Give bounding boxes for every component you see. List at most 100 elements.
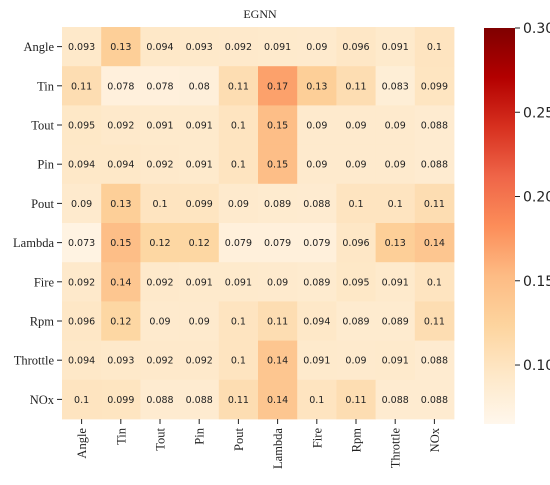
y-tick-label: Tin: [37, 79, 55, 93]
heatmap-cell-angle-nox: [414, 27, 455, 67]
heatmap-cell-throttle-nox: [414, 340, 455, 381]
cell-value-label: 0.15: [267, 121, 288, 132]
cell-value-label: 0.091: [146, 121, 173, 132]
cell-value-label: 0.094: [146, 42, 173, 53]
cell-value-label: 0.099: [107, 395, 134, 406]
x-tick-label: Tin: [114, 427, 128, 445]
heatmap-cell-lambda-tin: [101, 223, 141, 263]
heatmap-cell-angle-rpm: [336, 27, 376, 67]
cell-value-label: 0.15: [110, 238, 131, 249]
cell-value-label: 0.099: [421, 81, 448, 92]
cell-value-label: 0.096: [342, 42, 369, 53]
heatmap-cell-rpm-tin: [101, 301, 141, 341]
x-tick-label: Rpm: [350, 428, 364, 453]
colorbar-tick-label: 0.15: [523, 274, 550, 290]
heatmap-cell-fire-rpm: [336, 262, 376, 302]
heatmap-cell-rpm-nox: [414, 301, 455, 341]
cell-value-label: 0.12: [110, 317, 131, 328]
heatmap-cell-nox-angle: [62, 379, 102, 420]
y-tick-label: NOx: [30, 393, 55, 407]
cell-value-label: 0.089: [382, 317, 409, 328]
cell-value-label: 0.095: [68, 121, 95, 132]
y-tick-label: Tout: [31, 119, 54, 133]
cell-value-label: 0.079: [303, 238, 330, 249]
cell-value-label: 0.13: [110, 42, 131, 53]
heatmap-cell-pin-throttle: [375, 144, 416, 185]
heatmap-cell-nox-tout: [140, 379, 180, 420]
heatmap-cell-lambda-tout: [140, 223, 180, 263]
heatmap-cell-pout-throttle: [375, 183, 416, 224]
y-tick-label: Angle: [23, 40, 54, 54]
cell-value-label: 0.091: [186, 277, 213, 288]
heatmap-cell-tout-tin: [101, 105, 141, 145]
heatmap-cell-nox-fire: [297, 379, 337, 420]
cell-value-label: 0.1: [388, 199, 403, 210]
cell-value-label: 0.1: [427, 277, 442, 288]
heatmap-cell-tin-lambda: [258, 66, 298, 106]
heatmap-cell-tin-pin: [179, 66, 220, 106]
cell-value-label: 0.091: [186, 160, 213, 171]
heatmap-cell-throttle-lambda: [258, 340, 298, 381]
cell-value-label: 0.088: [303, 199, 330, 210]
cell-value-label: 0.09: [149, 317, 170, 328]
heatmap-cell-tout-angle: [62, 105, 102, 145]
cell-value-label: 0.091: [382, 277, 409, 288]
heatmap-cell-tin-tin: [101, 66, 141, 106]
heatmap-cell-rpm-pin: [179, 301, 220, 341]
cell-value-label: 0.1: [152, 199, 167, 210]
heatmap-cell-lambda-lambda: [258, 223, 298, 263]
cell-value-label: 0.08: [189, 81, 210, 92]
heatmap-cell-nox-tin: [101, 379, 141, 420]
cell-value-label: 0.088: [382, 395, 409, 406]
heatmap-cell-rpm-lambda: [258, 301, 298, 341]
heatmap-cell-angle-pin: [179, 27, 220, 67]
heatmap-cell-throttle-throttle: [375, 340, 416, 381]
cell-value-label: 0.14: [110, 277, 131, 288]
x-tick-label: Fire: [310, 428, 324, 449]
column-labels: Angle Tin Tout Pin Pout Lambda Fire Rpm Throttle…: [75, 419, 442, 469]
heatmap-cell-lambda-nox: [414, 223, 455, 263]
heatmap-cell-throttle-tin: [101, 340, 141, 381]
heatmap-cell-rpm-rpm: [336, 301, 376, 341]
heatmap-cell-angle-lambda: [258, 27, 298, 67]
cell-value-label: 0.089: [264, 199, 291, 210]
cell-value-label: 0.094: [303, 317, 330, 328]
colorbar-tick-label: 0.30: [523, 21, 550, 37]
heatmap-cell-tin-fire: [297, 66, 337, 106]
cell-value-label: 0.092: [225, 42, 252, 53]
cell-value-label: 0.088: [421, 395, 448, 406]
heatmap-cell-tout-rpm: [336, 105, 376, 145]
cell-value-label: 0.1: [74, 395, 89, 406]
cell-value-label: 0.12: [149, 238, 170, 249]
heatmap-cell-rpm-throttle: [375, 301, 416, 341]
cell-value-label: 0.11: [424, 199, 445, 210]
cell-value-label: 0.14: [267, 356, 288, 367]
cell-value-label: 0.1: [231, 160, 246, 171]
cell-value-label: 0.094: [68, 160, 95, 171]
cell-value-label: 0.093: [186, 42, 213, 53]
cell-value-label: 0.09: [345, 356, 366, 367]
heatmap-cell-pin-tin: [101, 144, 141, 185]
cell-value-label: 0.092: [68, 277, 95, 288]
heatmap-cell-nox-throttle: [375, 379, 416, 420]
cell-value-label: 0.09: [345, 121, 366, 132]
cell-value-label: 0.092: [146, 160, 173, 171]
cell-value-label: 0.09: [228, 199, 249, 210]
heatmap-cell-rpm-tout: [140, 301, 180, 341]
heatmap-cell-fire-angle: [62, 262, 102, 302]
x-tick-label: Tout: [154, 427, 168, 450]
cell-value-label: 0.13: [110, 199, 131, 210]
cell-value-label: 0.088: [421, 160, 448, 171]
heatmap-cell-rpm-fire: [297, 301, 337, 341]
heatmap-cell-pin-pin: [179, 144, 220, 185]
cell-value-label: 0.15: [267, 160, 288, 171]
heatmap-cell-pin-tout: [140, 144, 180, 185]
cell-value-label: 0.09: [306, 42, 327, 53]
cell-value-label: 0.091: [382, 42, 409, 53]
cell-value-label: 0.088: [421, 121, 448, 132]
heatmap-cell-tout-pout: [218, 105, 259, 145]
cell-value-label: 0.088: [146, 395, 173, 406]
heatmap-cell-angle-pout: [218, 27, 259, 67]
heatmap-cell-tout-fire: [297, 105, 337, 145]
heatmap-cell-tin-throttle: [375, 66, 416, 106]
